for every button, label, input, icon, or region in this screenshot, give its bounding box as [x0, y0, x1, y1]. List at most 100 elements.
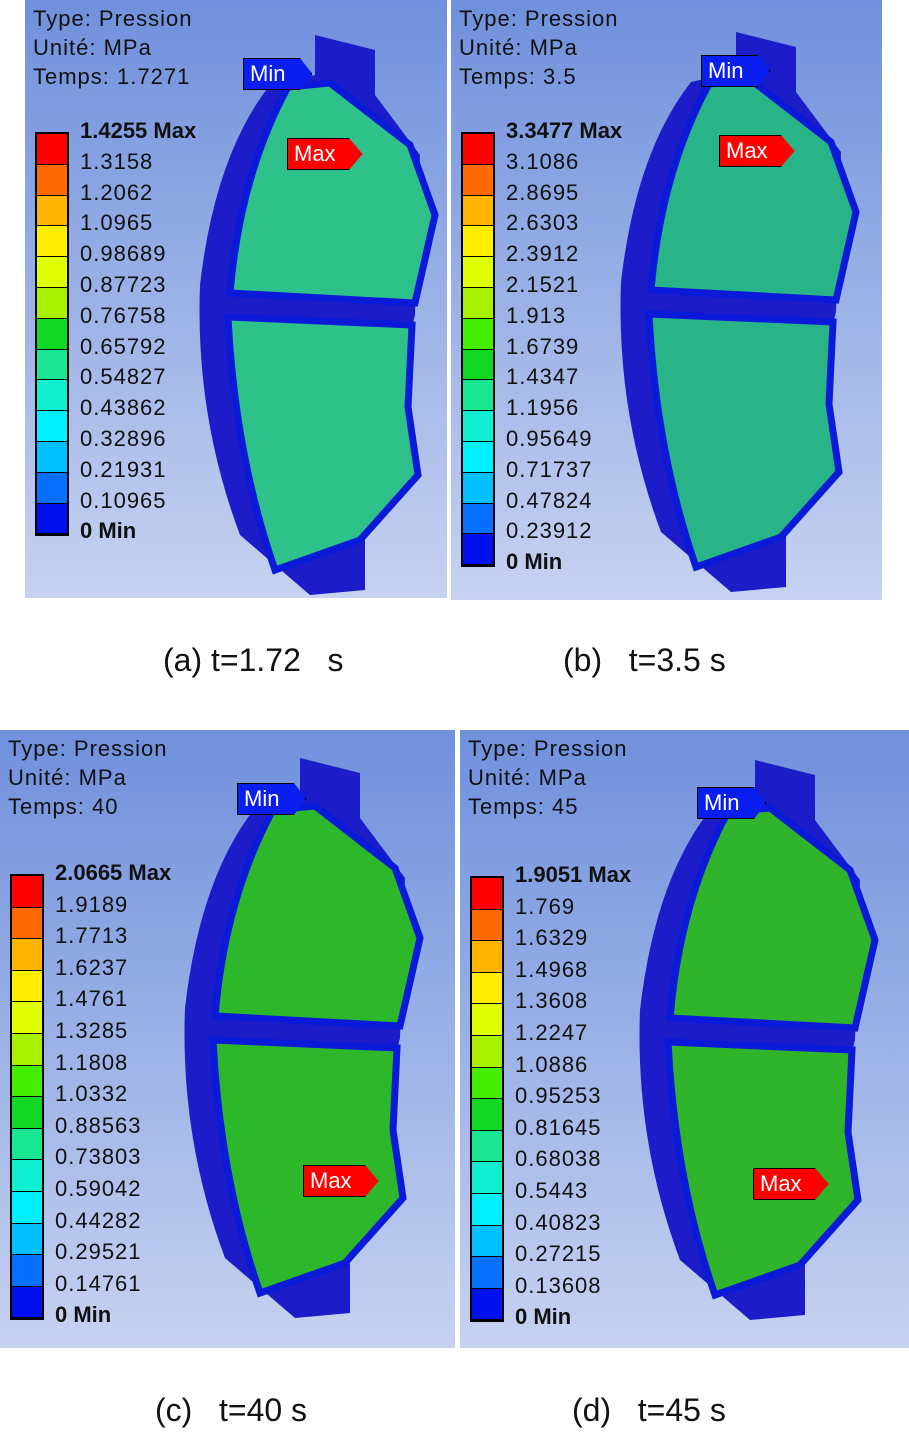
- legend-min-label: 0 Min: [80, 518, 137, 544]
- panel-caption-a: (a) t=1.72 s: [163, 642, 344, 678]
- result-header: Type: Pression Unité: MPa Temps: 40: [8, 734, 168, 821]
- legend-band: [472, 1257, 502, 1289]
- legend-band: [37, 503, 67, 535]
- legend-band: [463, 257, 493, 288]
- legend-max-label: 1.9051 Max: [515, 862, 632, 887]
- legend-band: [463, 287, 493, 319]
- legend-level-label: 1.1956: [506, 395, 580, 421]
- legend-band: [12, 1255, 42, 1287]
- brake-pad-contour: [639, 760, 879, 1320]
- legend-band: [12, 970, 42, 1003]
- panel-caption-b: (b) t=3.5 s: [563, 642, 726, 678]
- legend-level-label: 0.21931: [80, 456, 167, 482]
- legend-level-label: 3.1086: [506, 148, 580, 174]
- legend-band: [37, 287, 67, 319]
- max-marker: Max: [287, 138, 363, 170]
- legend-band: [37, 257, 67, 288]
- legend-band: [463, 411, 493, 442]
- legend-band: [12, 1223, 42, 1256]
- min-marker: Min: [243, 58, 313, 90]
- legend-band: [463, 134, 493, 165]
- legend-level-label: 0.10965: [80, 487, 167, 513]
- legend-level-label: 2.3912: [506, 241, 580, 267]
- brake-pad-contour: [620, 32, 860, 592]
- legend-band: [12, 876, 42, 908]
- legend-level-label: 2.6303: [506, 210, 580, 236]
- legend-band: [37, 380, 67, 412]
- legend-level-label: 0.5443: [515, 1178, 589, 1203]
- min-marker: Min: [697, 787, 767, 819]
- contour-panel-c: Type: Pression Unité: MPa Temps: 40 2.06…: [0, 730, 455, 1348]
- legend-color-bar: [10, 874, 44, 1321]
- legend-band: [472, 1162, 502, 1194]
- legend-level-label: 0.59042: [55, 1176, 142, 1201]
- legend-level-label: 0.14761: [55, 1270, 142, 1296]
- max-marker: Max: [303, 1165, 379, 1197]
- legend-level-label: 0.87723: [80, 272, 167, 297]
- legend-level-label: 0.76758: [80, 302, 167, 328]
- legend-level-label: 0.95649: [506, 426, 593, 451]
- upper-pad: [666, 804, 879, 1032]
- legend-band: [463, 503, 493, 535]
- legend-band: [37, 441, 67, 473]
- result-time: Temps: 1.7271: [33, 64, 191, 89]
- result-unit: Unité: MPa: [8, 765, 127, 790]
- legend-level-label: 0.68038: [515, 1146, 602, 1172]
- legend-level-label: 0.32896: [80, 426, 167, 451]
- legend-level-label: 0.29521: [55, 1239, 142, 1265]
- contour-panel-d: Type: Pression Unité: MPa Temps: 45 1.90…: [460, 730, 909, 1348]
- legend-min-label: 0 Min: [506, 549, 563, 575]
- brake-pad-contour: [199, 35, 439, 595]
- legend-band: [463, 380, 493, 412]
- legend-band: [12, 907, 42, 940]
- legend-level-label: 0.65792: [80, 333, 167, 359]
- legend-level-label: 2.1521: [506, 272, 580, 297]
- panel-caption-c: (c) t=40 s: [155, 1392, 308, 1428]
- result-unit: Unité: MPa: [459, 35, 578, 60]
- legend-max-label: 1.4255 Max: [80, 118, 197, 143]
- result-header: Type: Pression Unité: MPa Temps: 1.7271: [33, 4, 193, 91]
- legend-level-label: 0.47824: [506, 487, 593, 513]
- legend-band: [463, 226, 493, 258]
- legend-level-label: 1.6739: [506, 333, 580, 359]
- upper-pad: [211, 802, 424, 1030]
- legend-level-label: 0.43862: [80, 395, 167, 421]
- legend-max-label: 3.3477 Max: [506, 118, 623, 143]
- legend-band: [472, 1067, 502, 1100]
- legend-level-label: 1.2062: [80, 179, 154, 205]
- legend-color-bar: [461, 132, 495, 568]
- legend-band: [472, 972, 502, 1005]
- legend-level-label: 1.4968: [515, 956, 589, 982]
- legend-level-label: 0.73803: [55, 1144, 142, 1170]
- result-type: Type: Pression: [33, 6, 193, 31]
- legend-band: [12, 1065, 42, 1098]
- legend-level-label: 1.4761: [55, 986, 129, 1012]
- legend-level-label: 0.98689: [80, 241, 167, 267]
- legend-level-label: 1.3608: [515, 988, 589, 1014]
- legend-band: [463, 164, 493, 196]
- lower-pad: [224, 313, 422, 575]
- brake-pad-contour: [184, 758, 424, 1318]
- result-unit: Unité: MPa: [468, 765, 587, 790]
- legend-band: [472, 1099, 502, 1131]
- legend-level-label: 1.913: [506, 302, 567, 328]
- result-header: Type: Pression Unité: MPa Temps: 3.5: [459, 4, 619, 91]
- legend-band: [37, 134, 67, 165]
- result-header: Type: Pression Unité: MPa Temps: 45: [468, 734, 628, 821]
- legend-level-label: 1.1808: [55, 1049, 129, 1075]
- legend-level-label: 1.6329: [515, 925, 589, 951]
- legend-level-label: 1.6237: [55, 954, 129, 980]
- legend-band: [472, 1193, 502, 1226]
- upper-pad: [226, 79, 439, 307]
- result-type: Type: Pression: [8, 736, 168, 761]
- result-type: Type: Pression: [459, 6, 619, 31]
- legend-band: [12, 1002, 42, 1034]
- legend-level-label: 1.0332: [55, 1081, 129, 1107]
- legend-level-label: 1.7713: [55, 923, 129, 949]
- legend-band: [12, 1033, 42, 1066]
- legend-level-label: 0.54827: [80, 364, 167, 390]
- legend-band: [12, 939, 42, 971]
- result-time: Temps: 3.5: [459, 64, 577, 89]
- legend-level-label: 0.27215: [515, 1241, 602, 1267]
- legend-level-label: 1.0965: [80, 210, 154, 236]
